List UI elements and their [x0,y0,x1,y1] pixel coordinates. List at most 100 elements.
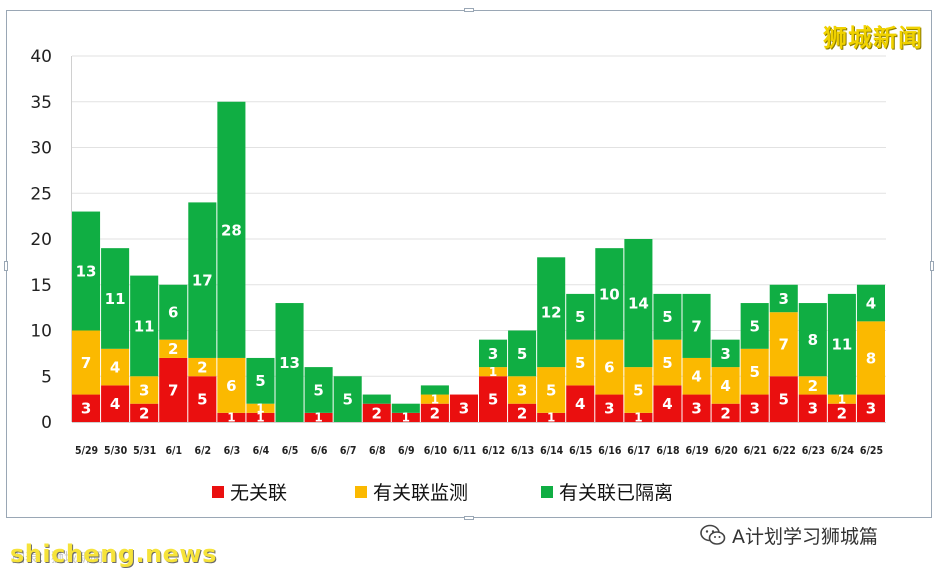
bar-segment [362,403,391,422]
data-label: 5 [546,381,556,399]
bar-segment [682,293,711,358]
wechat-account-name: A计划学习狮城篇 [732,525,878,548]
bar-segment [740,303,769,349]
bar-segment [769,284,798,313]
data-label: 13 [279,354,300,372]
bar-segment [333,376,362,422]
data-label: 2 [517,404,527,422]
data-label: 11 [134,317,155,335]
x-tick-label: 6/15 [569,445,592,457]
data-label: 12 [541,304,562,322]
bar-segment [653,339,682,386]
x-tick-label: 6/24 [831,445,855,457]
x-tick-label: 6/17 [627,445,650,457]
x-tick-label: 6/18 [656,445,679,457]
data-label: 7 [779,336,789,354]
bar-segment [624,239,653,368]
bar-segment [420,394,449,404]
data-label: 5 [488,391,498,409]
legend: 无关联 有关联监测 有关联已隔离 [212,482,673,504]
bar-segment [740,394,769,422]
x-tick-label: 6/7 [340,445,357,457]
data-label: 1 [256,402,264,416]
legend-label: 有关联已隔离 [559,482,673,504]
data-label: 5 [575,354,585,372]
legend-label: 无关联 [230,482,287,504]
x-tick-label: 6/13 [511,445,534,457]
y-tick-label: 0 [41,413,52,433]
data-label: 2 [372,404,382,422]
data-label: 5 [575,308,585,326]
resize-handle-right[interactable] [930,261,934,271]
x-tick-label: 6/20 [715,445,739,457]
resize-handle-top[interactable] [464,8,474,12]
data-label: 2 [837,404,847,422]
data-label: 3 [720,345,730,363]
y-tick-label: 25 [30,184,52,204]
data-label: 1 [431,392,439,406]
data-label: 3 [749,400,759,418]
x-tick-label: 6/21 [744,445,767,457]
bar-segment [769,312,798,377]
data-label: 4 [575,395,585,413]
data-label: 5 [313,381,323,399]
y-tick-label: 15 [30,276,52,296]
bar-segment [217,101,246,358]
data-label: 7 [81,354,91,372]
y-tick-label: 40 [30,47,52,67]
bar-segment [246,403,275,413]
bar-segment [827,403,856,422]
data-label: 3 [808,400,818,418]
x-tick-label: 5/29 [75,445,98,457]
data-label: 3 [779,290,789,308]
bar-segment [479,367,508,377]
bar-segment [653,385,682,422]
bar-segment [101,248,130,349]
bar-segment [362,394,391,404]
y-tick-label: 5 [41,367,52,387]
data-label: 5 [662,308,672,326]
x-tick-label: 6/3 [224,445,241,457]
data-label: 3 [517,381,527,399]
data-label: 6 [604,359,614,377]
x-tick-label: 6/9 [398,445,415,457]
watermark-text: shicheng.news [10,540,217,568]
bar-segment [479,376,508,422]
x-tick-label: 6/10 [424,445,448,457]
data-label: 1 [547,411,555,425]
resize-handle-bottom[interactable] [464,516,474,520]
bar-segment [653,293,682,340]
y-tick-label: 35 [30,93,52,113]
bar-segment [72,330,101,395]
data-label: 5 [255,372,265,390]
x-tick-label: 6/6 [311,445,328,457]
legend-swatch [541,486,553,498]
bar-segment [304,412,333,422]
data-label: 11 [105,290,126,308]
data-label: 4 [720,377,730,395]
bars [72,101,885,422]
bar-segment [217,412,246,422]
bar-segment [682,394,711,422]
bar-segment [711,367,740,404]
legend-swatch [355,486,367,498]
data-label: 11 [831,336,852,354]
bar-segment [537,412,566,422]
bar-segment [624,412,653,422]
y-tick-label: 20 [30,230,52,250]
resize-handle-left[interactable] [4,261,8,271]
data-label: 5 [517,345,527,363]
data-label: 1 [838,392,846,406]
data-label: 1 [256,411,264,425]
bar-segment [101,385,130,422]
x-tick-label: 6/8 [369,445,386,457]
data-label: 5 [633,381,643,399]
x-axis: 5/29 5/30 5/31 6/1 6/2 6/3 6/4 6/5 6/6 6/7 6/8 6/9 6… [75,445,883,457]
bar-segment [798,376,827,395]
data-label: 5 [197,391,207,409]
x-tick-label: 6/23 [802,445,825,457]
data-label: 7 [691,317,701,335]
data-label: 2 [430,404,440,422]
data-label: 17 [192,272,213,290]
